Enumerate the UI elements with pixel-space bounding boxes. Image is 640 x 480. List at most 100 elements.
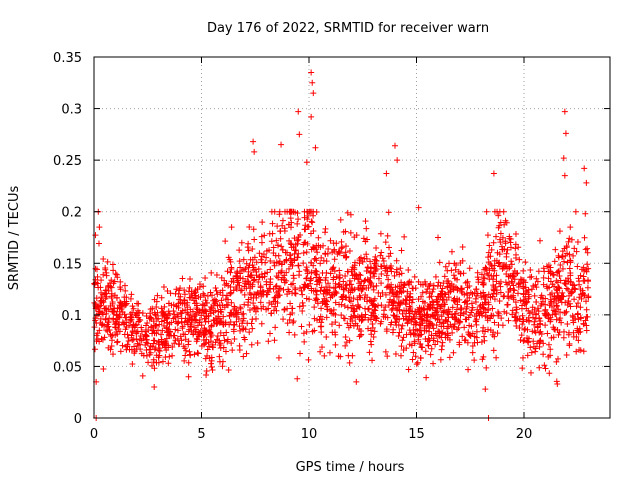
data-point (143, 313, 150, 320)
data-point (435, 279, 442, 286)
data-point (273, 282, 280, 289)
data-point (480, 281, 487, 288)
data-point (132, 311, 139, 318)
data-point (396, 329, 403, 336)
data-point (170, 315, 177, 322)
data-point (290, 272, 297, 279)
data-point (426, 294, 433, 301)
data-point (353, 305, 360, 312)
data-point (446, 354, 453, 361)
data-point (287, 300, 294, 307)
data-point (147, 310, 154, 317)
data-point (437, 290, 444, 297)
data-point (323, 290, 330, 297)
data-point (357, 272, 364, 279)
data-point (250, 277, 257, 284)
data-point (208, 305, 215, 312)
data-point (509, 311, 516, 318)
data-point (583, 179, 590, 186)
data-point (389, 298, 396, 305)
data-point (366, 349, 373, 356)
data-point (342, 273, 349, 280)
data-point (453, 306, 460, 313)
data-point (266, 330, 273, 337)
data-point (329, 293, 336, 300)
data-point (169, 343, 176, 350)
data-point (273, 259, 280, 266)
data-point (165, 342, 172, 349)
data-point (455, 324, 462, 331)
data-point (462, 298, 469, 305)
data-point (542, 322, 549, 329)
data-point (119, 300, 126, 307)
data-point (328, 321, 335, 328)
data-point (323, 314, 330, 321)
data-point (199, 301, 206, 308)
data-point (196, 283, 203, 290)
data-point (561, 172, 568, 179)
data-point (366, 297, 373, 304)
data-point (490, 329, 497, 336)
data-point (367, 269, 374, 276)
data-point (561, 309, 568, 316)
data-point (422, 348, 429, 355)
data-point (407, 290, 414, 297)
data-point (385, 302, 392, 309)
data-point (172, 326, 179, 333)
data-point (310, 245, 317, 252)
data-point (579, 266, 586, 273)
data-point (432, 341, 439, 348)
data-point (133, 330, 140, 337)
data-point (474, 306, 481, 313)
data-point (382, 304, 389, 311)
data-point (300, 302, 307, 309)
data-point (171, 311, 178, 318)
x-tick-label: 10 (301, 427, 318, 442)
data-point (249, 281, 256, 288)
data-point (236, 258, 243, 265)
data-point (386, 244, 393, 251)
data-point (343, 339, 350, 346)
data-point (175, 313, 182, 320)
data-point (271, 294, 278, 301)
data-point (222, 296, 229, 303)
x-axis-ticks: 0 5 10 15 20 (90, 57, 532, 442)
data-point (438, 323, 445, 330)
data-point (481, 333, 488, 340)
data-point (104, 258, 111, 265)
data-point (509, 272, 516, 279)
data-point (545, 341, 552, 348)
data-point (525, 339, 532, 346)
data-point (112, 324, 119, 331)
data-point (110, 267, 117, 274)
data-point (127, 295, 134, 302)
data-point (401, 281, 408, 288)
data-point (275, 270, 282, 277)
data-point (554, 380, 561, 387)
data-point (388, 306, 395, 313)
data-point (400, 334, 407, 341)
data-point (562, 130, 569, 137)
data-point (302, 222, 309, 229)
data-point (543, 311, 550, 318)
data-point (244, 244, 251, 251)
data-point (304, 216, 311, 223)
data-point (520, 290, 527, 297)
data-point (367, 327, 374, 334)
data-point (225, 254, 232, 261)
data-point (328, 307, 335, 314)
data-point (530, 338, 537, 345)
data-point (434, 299, 441, 306)
data-point (271, 262, 278, 269)
data-point (519, 276, 526, 283)
data-point (246, 262, 253, 269)
data-point (247, 256, 254, 263)
data-point (369, 357, 376, 364)
data-point (383, 328, 390, 335)
data-point (236, 282, 243, 289)
data-point (497, 278, 504, 285)
data-point (524, 352, 531, 359)
data-point (171, 340, 178, 347)
data-point (313, 208, 320, 215)
data-point (139, 372, 146, 379)
